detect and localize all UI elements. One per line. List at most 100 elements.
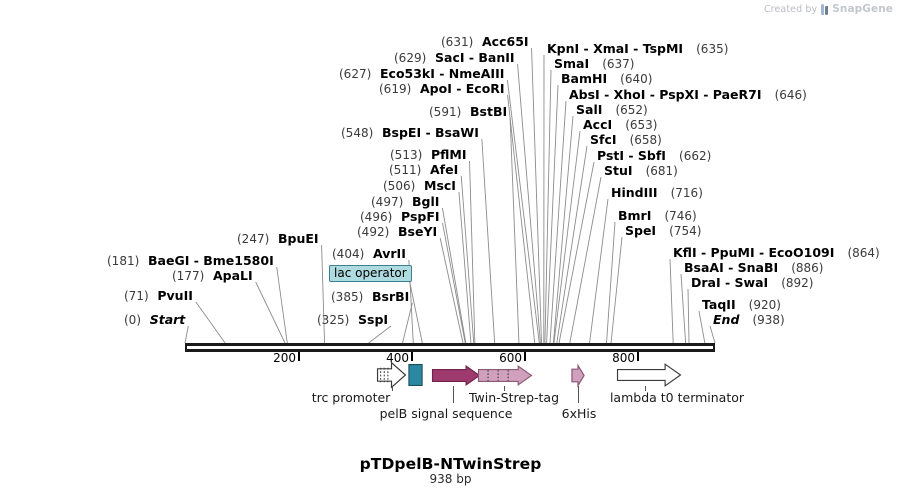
enzyme-name-pflmi: PflMI — [431, 147, 467, 162]
enzyme-label-taqii[interactable]: TaqII (920) — [702, 298, 781, 312]
enzyme-position-sali: (652) — [615, 103, 648, 117]
enzyme-label-kfli[interactable]: KflI - PpuMI - EcoO109I (864) — [673, 246, 880, 260]
enzyme-position-bstbi: (591) — [429, 105, 462, 119]
enzyme-position-avrii: (404) — [332, 247, 365, 261]
ruler-label-200: 200 — [273, 351, 296, 365]
enzyme-label-bmri[interactable]: BmrI (746) — [618, 209, 697, 223]
enzyme-name-psti: PstI - SbfI — [597, 148, 666, 163]
enzyme-label-pspfi[interactable]: (496) PspFI — [360, 210, 440, 224]
enzyme-name-avrii: AvrII — [373, 246, 406, 261]
enzyme-label-apoi[interactable]: (619) ApoI - EcoRI — [379, 82, 505, 96]
plasmid-length: 938 bp — [429, 472, 472, 486]
feature-shape-trc-promoter — [376, 361, 407, 389]
watermark-created-by-label: Created by — [763, 3, 818, 15]
lac-operator-tag[interactable]: lac operator — [329, 265, 412, 282]
enzyme-position-smai: (637) — [602, 57, 635, 71]
feature-lambda-t0-terminator[interactable] — [616, 363, 682, 387]
enzyme-label-psti[interactable]: PstI - SbfI (662) — [597, 149, 711, 163]
enzyme-label-apali[interactable]: (177) ApaLI — [172, 269, 253, 283]
enzyme-label-bsaai[interactable]: BsaAI - SnaBI (886) — [684, 261, 823, 275]
leader-line-pflmi — [469, 160, 476, 344]
enzyme-position-kpni: (635) — [696, 42, 729, 56]
enzyme-name-bamhi: BamHI — [561, 71, 608, 86]
enzyme-label-smai[interactable]: SmaI (637) — [554, 57, 634, 71]
feature-shape-6xhis — [571, 363, 585, 388]
enzyme-label-pvuii[interactable]: (71) PvuII — [124, 289, 193, 303]
leader-line-eco53ki — [506, 79, 540, 344]
feature-label-tick-trc-promoter — [392, 386, 393, 391]
enzyme-name-hindiii: HindIII — [611, 185, 658, 200]
enzyme-name-drai: DraI - SwaI — [691, 275, 769, 290]
feature-label-tick-6xhis — [578, 386, 579, 403]
enzyme-name-eco53ki: Eco53kI - NmeAIII — [380, 66, 505, 81]
feature-shape-lambda-t0-terminator — [616, 363, 682, 387]
enzyme-label-sfci[interactable]: SfcI (658) — [590, 133, 662, 147]
enzyme-position-saci: (629) — [394, 51, 427, 65]
enzyme-label-sspi[interactable]: (325) SspI — [317, 313, 388, 327]
enzyme-position-end: (938) — [752, 313, 785, 327]
enzyme-position-bgli: (497) — [371, 195, 404, 209]
enzyme-name-pspfi: PspFI — [401, 209, 440, 224]
feature-lac-operator-box[interactable] — [408, 364, 423, 386]
enzyme-label-msci[interactable]: (506) MscI — [383, 179, 456, 193]
ruler-tick-600 — [524, 352, 527, 361]
enzyme-label-bpuei[interactable]: (247) BpuEI — [237, 232, 319, 246]
leader-line-bpuei — [321, 244, 326, 344]
enzyme-name-apoi: ApoI - EcoRI — [420, 81, 505, 96]
leader-line-bsrbi — [402, 302, 413, 344]
enzyme-label-bsrbi[interactable]: (385) BsrBI — [331, 290, 409, 304]
ruler-label-400: 400 — [386, 351, 409, 365]
enzyme-label-avrii[interactable]: (404) AvrII — [332, 247, 406, 261]
enzyme-label-bgli[interactable]: (497) BglI — [371, 195, 439, 209]
leader-line-end — [709, 325, 716, 344]
enzyme-name-acc65i: Acc65I — [482, 34, 529, 49]
feature-trc-promoter[interactable] — [376, 361, 407, 389]
feature-pelb-signal-sequence[interactable] — [431, 365, 481, 386]
enzyme-name-sfci: SfcI — [590, 132, 617, 147]
enzyme-name-baegi: BaeGI - Bme1580I — [148, 253, 274, 268]
feature-6xhis[interactable] — [571, 363, 585, 388]
feature-label-tick-lambda-t0-terminator — [645, 386, 646, 391]
enzyme-label-end[interactable]: End (938) — [713, 313, 785, 327]
enzyme-label-spei[interactable]: SpeI (754) — [625, 224, 701, 238]
enzyme-label-start[interactable]: (0) Start — [124, 313, 185, 327]
leader-line-start — [184, 325, 189, 344]
enzyme-label-kpni[interactable]: KpnI - XmaI - TspMI (635) — [547, 42, 728, 56]
leader-line-bseyi — [439, 237, 464, 344]
enzyme-label-eco53ki[interactable]: (627) Eco53kI - NmeAIII — [339, 67, 504, 81]
enzyme-position-pvuii: (71) — [124, 289, 149, 303]
leader-line-pvuii — [195, 301, 226, 344]
enzyme-label-bspei[interactable]: (548) BspEI - BsaWI — [341, 126, 479, 140]
leader-line-afei — [460, 175, 475, 344]
enzyme-name-bsrbi: BsrBI — [372, 289, 410, 304]
enzyme-label-bseyi[interactable]: (492) BseYI — [357, 225, 437, 239]
leader-line-psti — [558, 161, 595, 344]
enzyme-label-acci[interactable]: AccI (653) — [583, 118, 658, 132]
enzyme-label-sali[interactable]: SalI (652) — [576, 103, 648, 117]
enzyme-label-drai[interactable]: DraI - SwaI (892) — [691, 276, 814, 290]
enzyme-name-apali: ApaLI — [213, 268, 253, 283]
enzyme-label-saci[interactable]: (629) SacI - BanII — [394, 51, 515, 65]
leader-line-absi — [549, 100, 567, 344]
enzyme-label-hindiii[interactable]: HindIII (716) — [611, 186, 703, 200]
enzyme-label-pflmi[interactable]: (513) PflMI — [390, 148, 467, 162]
enzyme-label-baegi[interactable]: (181) BaeGI - Bme1580I — [107, 254, 274, 268]
enzyme-label-absi[interactable]: AbsI - XhoI - PspXI - PaeR7I (646) — [569, 88, 807, 102]
enzyme-position-pflmi: (513) — [390, 148, 423, 162]
enzyme-name-saci: SacI - BanII — [435, 50, 515, 65]
enzyme-position-sfci: (658) — [629, 133, 662, 147]
enzyme-label-bamhi[interactable]: BamHI (640) — [561, 72, 652, 86]
enzyme-label-bstbi[interactable]: (591) BstBI — [429, 105, 507, 119]
enzyme-label-acc65i[interactable]: (631) Acc65I — [441, 35, 529, 49]
enzyme-position-start: (0) — [124, 313, 141, 327]
enzyme-label-stui[interactable]: StuI (681) — [604, 164, 678, 178]
leader-line-taqii — [698, 310, 706, 344]
enzyme-name-msci: MscI — [424, 178, 456, 193]
feature-twin-strep-tag[interactable] — [477, 365, 533, 386]
enzyme-label-afei[interactable]: (511) AfeI — [389, 163, 458, 177]
enzyme-name-spei: SpeI — [625, 223, 657, 238]
leader-line-drai — [687, 288, 690, 344]
leader-line-smai — [544, 69, 552, 344]
enzyme-position-bsrbi: (385) — [331, 290, 364, 304]
leader-line-baegi — [276, 266, 288, 344]
